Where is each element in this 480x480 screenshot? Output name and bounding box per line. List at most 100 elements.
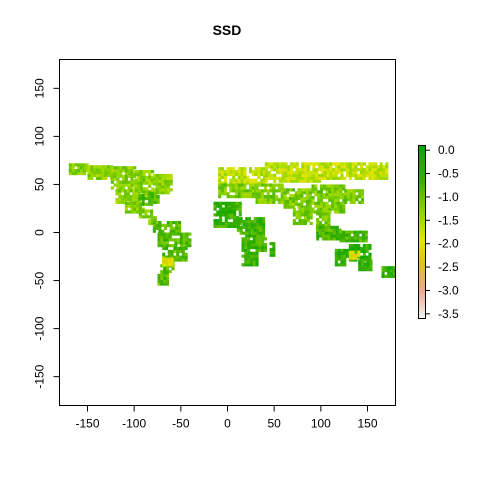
- raster-cell: [337, 168, 341, 172]
- raster-cell: [312, 179, 316, 183]
- raster-cell: [165, 241, 169, 245]
- raster-cell: [353, 233, 357, 237]
- raster-cell: [339, 207, 343, 211]
- raster-cell: [384, 269, 388, 273]
- raster-cell: [234, 183, 239, 187]
- raster-cell: [243, 172, 247, 177]
- raster-cell: [303, 199, 307, 203]
- raster-cell: [244, 260, 248, 264]
- raster-cell: [365, 168, 369, 172]
- raster-cell: [138, 202, 142, 206]
- raster-cell: [218, 175, 222, 179]
- raster-cell: [297, 191, 301, 195]
- raster-cell: [254, 172, 258, 177]
- raster-cell: [150, 209, 154, 213]
- raster-cell: [80, 166, 84, 170]
- raster-cell: [311, 187, 315, 191]
- raster-cell: [337, 170, 341, 175]
- raster-cell: [257, 175, 261, 179]
- raster-cell: [150, 195, 155, 199]
- raster-cell: [364, 239, 368, 243]
- raster-cell: [374, 173, 378, 178]
- raster-cell: [318, 179, 322, 183]
- raster-cell: [365, 165, 369, 169]
- raster-cell: [169, 182, 173, 186]
- raster-cell: [164, 223, 168, 228]
- raster-cell: [314, 204, 318, 208]
- raster-cell: [319, 187, 323, 191]
- raster-cell: [348, 256, 352, 260]
- raster-cell: [248, 222, 252, 227]
- raster-cell: [346, 165, 350, 169]
- raster-cell: [221, 201, 225, 205]
- raster-cell: [253, 231, 257, 235]
- raster-cell: [343, 251, 347, 255]
- raster-cell: [158, 229, 162, 233]
- raster-cell: [272, 186, 276, 190]
- raster-cell: [331, 195, 335, 200]
- raster-cell: [122, 169, 126, 173]
- raster-cell: [342, 198, 346, 203]
- raster-cell: [256, 231, 260, 235]
- raster-cell: [384, 274, 388, 278]
- raster-cell: [351, 170, 355, 175]
- raster-cell: [369, 265, 373, 269]
- raster-cell: [255, 197, 259, 202]
- raster-cell: [251, 178, 255, 182]
- raster-cell: [360, 170, 364, 175]
- raster-cell: [318, 228, 323, 232]
- raster-cell: [71, 171, 75, 176]
- raster-cell: [237, 192, 241, 196]
- raster-cell: [234, 178, 239, 182]
- raster-cell: [244, 263, 248, 267]
- raster-cell: [290, 179, 294, 183]
- raster-cell: [318, 165, 322, 169]
- raster-cell: [381, 271, 385, 276]
- raster-cell: [334, 263, 338, 267]
- raster-cell: [171, 267, 175, 271]
- legend-tick-label: -1.5: [438, 213, 459, 227]
- raster-cell: [165, 232, 169, 236]
- raster-cell: [148, 200, 152, 204]
- raster-cell: [162, 255, 166, 259]
- raster-cell: [253, 222, 257, 227]
- raster-cell: [253, 217, 257, 221]
- raster-cell: [280, 189, 284, 193]
- raster-cell: [318, 231, 323, 235]
- raster-cell: [148, 219, 152, 223]
- raster-cell: [161, 188, 165, 192]
- raster-cell: [305, 202, 309, 206]
- raster-cell: [328, 193, 332, 197]
- raster-cell: [334, 173, 338, 178]
- raster-cell: [253, 228, 257, 232]
- raster-cell: [319, 207, 323, 211]
- raster-cell: [119, 171, 123, 176]
- raster-cell: [381, 266, 385, 270]
- raster-cell: [327, 234, 331, 238]
- raster-cell: [236, 217, 240, 221]
- raster-cell: [298, 207, 302, 211]
- raster-cell: [157, 273, 161, 278]
- raster-cell: [361, 236, 365, 240]
- raster-cell: [337, 251, 341, 255]
- raster-cell: [132, 189, 136, 193]
- raster-cell: [248, 228, 252, 232]
- raster-cell: [291, 199, 295, 203]
- raster-cell: [139, 170, 143, 174]
- raster-cell: [272, 253, 276, 257]
- raster-cell: [324, 220, 328, 225]
- raster-cell: [360, 165, 364, 169]
- raster-cell: [95, 168, 99, 172]
- raster-cell: [309, 170, 313, 175]
- raster-cell: [124, 204, 128, 208]
- raster-cell: [169, 173, 173, 178]
- raster-cell: [243, 192, 247, 196]
- raster-cell: [160, 235, 164, 239]
- raster-cell: [150, 212, 154, 216]
- legend-tick-label: -0.5: [438, 167, 459, 181]
- raster-cell: [359, 236, 363, 240]
- x-axis: -150 -100 -50 0 50 100 150: [75, 405, 378, 431]
- raster-cell: [153, 219, 157, 223]
- raster-cell: [346, 189, 351, 193]
- raster-cell: [110, 169, 114, 173]
